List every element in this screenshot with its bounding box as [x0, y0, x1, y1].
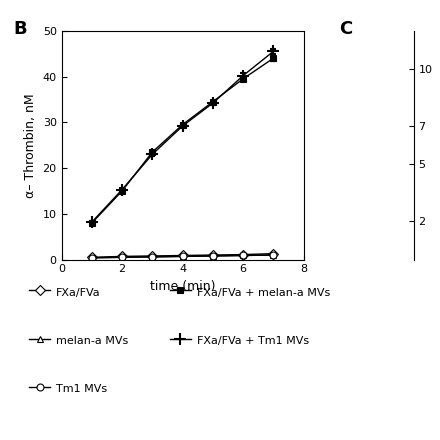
Text: FXa/FVa + melan-a MVs: FXa/FVa + melan-a MVs	[197, 288, 330, 297]
X-axis label: time (min): time (min)	[150, 280, 215, 293]
Text: Tm1 MVs: Tm1 MVs	[56, 385, 107, 394]
Text: C: C	[339, 20, 352, 38]
Text: B: B	[13, 20, 27, 38]
Y-axis label: α– Thrombin, nM: α– Thrombin, nM	[24, 93, 37, 198]
Text: melan-a MVs: melan-a MVs	[56, 336, 128, 346]
Text: FXa/FVa: FXa/FVa	[56, 288, 101, 297]
Text: FXa/FVa + Tm1 MVs: FXa/FVa + Tm1 MVs	[197, 336, 309, 346]
